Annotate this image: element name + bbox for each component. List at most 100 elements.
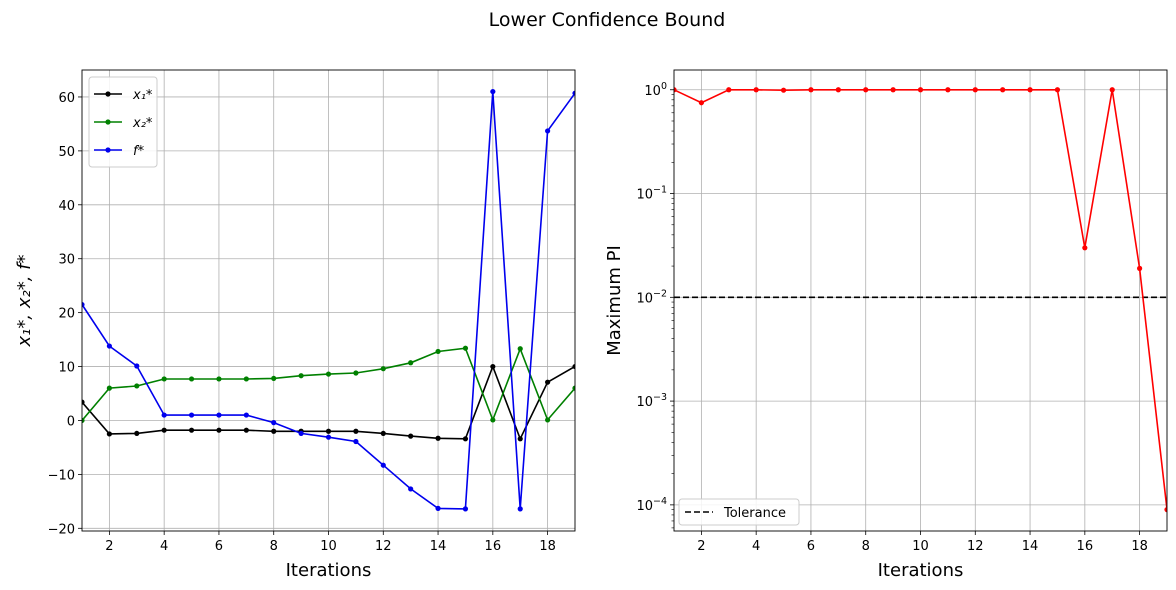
data-point <box>271 375 277 382</box>
data-point <box>808 87 814 93</box>
data-point <box>917 87 924 93</box>
data-point <box>572 385 575 391</box>
data-point <box>216 427 222 433</box>
series-group <box>82 88 575 512</box>
data-point <box>271 420 277 426</box>
y-tick-label: 40 <box>58 199 75 214</box>
data-point <box>134 363 140 369</box>
data-point <box>517 346 523 352</box>
y-tick-label: 10 <box>58 361 75 376</box>
grid <box>674 70 1167 531</box>
data-point <box>863 87 869 93</box>
data-point <box>517 436 523 442</box>
data-point <box>216 376 222 382</box>
data-point <box>1082 245 1088 251</box>
y-tick-label: 100 <box>644 81 667 99</box>
y-tick-label: 0 <box>67 414 75 429</box>
y-tick-label: −10 <box>48 468 75 483</box>
data-point <box>1109 87 1115 93</box>
data-point <box>753 87 759 93</box>
data-point <box>243 376 249 382</box>
legend-label: f* <box>133 144 145 159</box>
data-point <box>1054 87 1061 93</box>
x-tick-label: 14 <box>430 539 447 554</box>
legend: x₁* x₂* f* <box>88 76 158 168</box>
data-point <box>353 428 359 434</box>
x-tick-label: 4 <box>160 539 168 554</box>
y-tick-label: 30 <box>58 253 75 268</box>
x-tick-label: 18 <box>1131 539 1148 554</box>
x-tick-label: 10 <box>320 539 337 554</box>
data-point <box>545 128 551 134</box>
data-point <box>462 436 469 442</box>
data-point <box>134 383 140 389</box>
legend-label: x₂* <box>132 116 153 131</box>
data-point <box>298 373 304 379</box>
left-plot: 2 4 6 8 10 12 14 16 18 −20 −10 0 10 20 30 40 50 60 Iterati… <box>14 69 576 581</box>
x-tick-label: 12 <box>375 539 392 554</box>
y-tick-label: 60 <box>58 91 75 106</box>
data-point <box>674 87 677 93</box>
x-tick-label: 2 <box>105 539 113 554</box>
x-axis-label: Iterations <box>286 560 372 581</box>
y-tick-label: 10−3 <box>636 392 667 410</box>
data-point <box>298 430 304 437</box>
data-point <box>572 90 575 96</box>
legend-label: x₁* <box>132 88 153 103</box>
data-point <box>271 428 277 434</box>
legend-marker <box>105 119 111 125</box>
x-tick-label: 8 <box>862 539 870 554</box>
y-tick-label: 50 <box>58 145 75 160</box>
data-point <box>462 506 469 512</box>
data-point <box>726 87 732 93</box>
data-point <box>490 363 496 370</box>
data-point <box>408 433 414 439</box>
x-tick-label: 6 <box>807 539 815 554</box>
y-tick-label: −20 <box>48 522 75 537</box>
data-point <box>517 506 523 512</box>
data-point <box>82 301 85 308</box>
data-point <box>545 379 551 385</box>
data-point <box>325 428 332 434</box>
data-point <box>945 87 951 93</box>
figure-suptitle: Lower Confidence Bound <box>489 9 726 31</box>
legend-box <box>88 76 158 168</box>
data-point <box>161 427 167 433</box>
data-point <box>188 376 195 382</box>
data-point <box>462 345 469 351</box>
x-tick-label: 12 <box>967 539 984 554</box>
data-point <box>490 417 496 423</box>
x-tick-label: 16 <box>1077 539 1094 554</box>
x-tick-label: 8 <box>270 539 278 554</box>
data-point <box>835 87 841 93</box>
x-tick-label: 14 <box>1022 539 1039 554</box>
series-group <box>674 87 1167 513</box>
data-point <box>435 348 441 355</box>
x-tick-label: 10 <box>912 539 929 554</box>
data-point <box>1027 87 1033 93</box>
y-tick-label: 10−1 <box>636 185 667 203</box>
data-point <box>380 366 386 372</box>
y-tick-label: 10−4 <box>636 496 667 514</box>
legend-box <box>678 498 800 526</box>
data-point <box>490 88 496 95</box>
data-point <box>161 412 167 418</box>
data-point <box>188 427 195 433</box>
x-axis-label: Iterations <box>878 560 964 581</box>
data-point <box>408 486 414 492</box>
data-point <box>1000 87 1006 93</box>
data-point <box>216 412 222 418</box>
x-tick-label: 4 <box>752 539 760 554</box>
data-point <box>106 431 112 437</box>
data-point <box>380 462 386 468</box>
data-point <box>380 430 386 437</box>
legend-label: Tolerance <box>723 506 786 521</box>
y-tick-label: 10−2 <box>636 288 667 306</box>
data-point <box>353 370 359 376</box>
data-point <box>325 434 332 440</box>
data-point <box>243 427 249 433</box>
data-point <box>134 430 140 437</box>
data-point <box>243 412 249 418</box>
data-point <box>408 360 414 366</box>
